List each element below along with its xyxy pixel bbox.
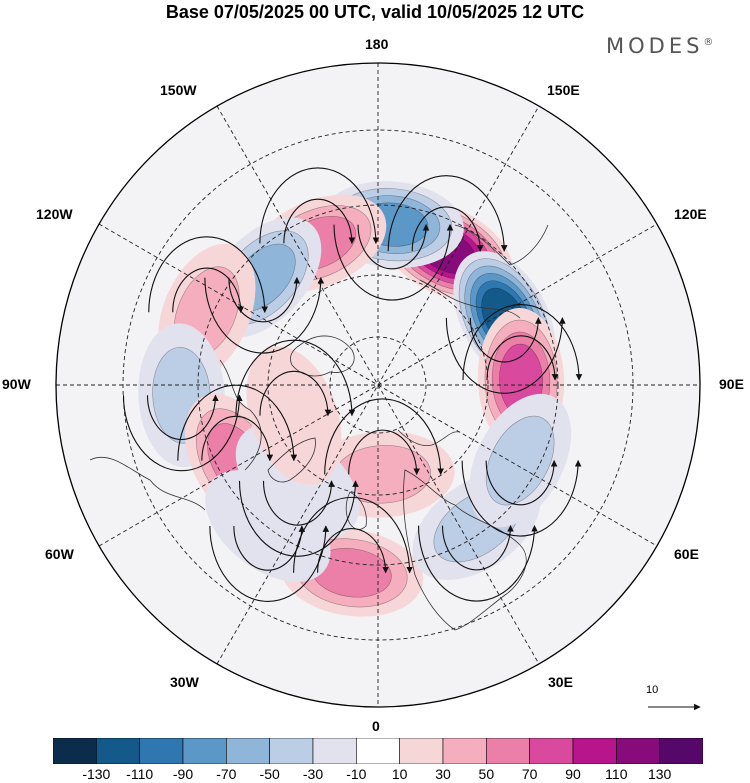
- registered-mark: ®: [703, 37, 714, 48]
- brand-name: MODES: [606, 34, 704, 58]
- colorbar-swatch: [226, 738, 270, 764]
- lon-label-120w: 120W: [36, 206, 73, 222]
- map-title: Base 07/05/2025 00 UTC, valid 10/05/2025…: [165, 2, 585, 22]
- colorbar-tick-label: -30: [302, 766, 324, 782]
- streamline: [445, 317, 566, 394]
- colorbar-tick-label: 30: [435, 766, 451, 782]
- lon-label-0: 0: [372, 718, 380, 734]
- map-boundary: [55, 62, 701, 708]
- streamline: [122, 394, 243, 472]
- streamline: [259, 167, 380, 245]
- streamline: [262, 480, 335, 526]
- streamline: [333, 223, 454, 301]
- streamline: [204, 276, 325, 354]
- streamline: [485, 459, 558, 506]
- anomaly-contour: [485, 415, 555, 506]
- colorbar-swatch: [572, 738, 617, 764]
- anomaly-contour: [246, 346, 342, 485]
- streamline: [411, 206, 484, 252]
- streamline: [259, 370, 332, 417]
- streamline: [209, 525, 330, 602]
- colorbar-swatch: [442, 738, 487, 764]
- colorbar-tick-label: 50: [478, 766, 495, 782]
- streamline: [283, 198, 356, 245]
- colorbar-swatch: [139, 738, 184, 764]
- colorbar-tick-label: -10: [346, 766, 367, 782]
- streamline: [317, 528, 389, 574]
- colorbar-swatch: [356, 738, 400, 764]
- lon-label-150e: 150E: [547, 82, 580, 98]
- colorbar-swatch: [659, 738, 703, 764]
- map-disc: [56, 63, 700, 707]
- colorbar: [53, 738, 703, 764]
- anomaly-center: [469, 393, 572, 528]
- colorbar-swatch: [53, 738, 97, 764]
- colorbar-tick-label: 130: [647, 766, 672, 782]
- colorbar-swatch: [616, 738, 660, 764]
- coastlines: [89, 224, 549, 631]
- colorbar-swatch: [182, 738, 227, 764]
- lon-label-30w: 30W: [170, 674, 199, 690]
- streamline: [357, 223, 430, 270]
- lon-label-60e: 60E: [674, 546, 699, 562]
- lon-label-90w: 90W: [2, 376, 31, 392]
- streamline: [228, 276, 301, 323]
- streamline: [486, 335, 559, 381]
- colorbar-swatch: [96, 738, 140, 764]
- colorbar-swatch: [269, 738, 314, 764]
- streamline: [146, 394, 219, 441]
- colorbar-tick-label: 10: [391, 766, 408, 782]
- reference-vector-label: 10: [646, 684, 659, 696]
- colorbar-swatch: [486, 738, 530, 764]
- streamline: [417, 525, 538, 602]
- streamline: [441, 525, 514, 571]
- anomaly-center: [246, 346, 342, 485]
- streamline: [201, 415, 274, 462]
- streamline: [348, 429, 420, 475]
- colorbar-tick-label: 70: [521, 766, 538, 782]
- colorbar-swatch: [399, 738, 444, 764]
- colorbar-swatch: [529, 738, 574, 764]
- streamline: [293, 496, 413, 574]
- modes-logo: MODES®: [606, 34, 713, 58]
- colorbar-tick-label: -110: [126, 766, 154, 782]
- streamline: [177, 384, 298, 462]
- streamline: [148, 236, 269, 313]
- lon-label-60w: 60W: [45, 546, 74, 562]
- streamline: [172, 267, 245, 313]
- anomaly-field: [138, 181, 572, 617]
- lon-label-90e: 90E: [719, 376, 744, 392]
- anomaly-contour: [205, 470, 331, 582]
- colorbar-tick-label: 90: [565, 766, 581, 782]
- lon-label-180: 180: [365, 36, 389, 52]
- colorbar-tick-label: 110: [605, 766, 628, 782]
- colorbar-tick-label: -50: [259, 766, 280, 782]
- colorbar-tick-label: -90: [172, 766, 194, 782]
- streamline: [387, 175, 508, 252]
- colorbar-swatch: [312, 738, 357, 764]
- streamline: [235, 339, 356, 417]
- colorbar-tick-label: -70: [216, 766, 237, 782]
- lon-label-150w: 150W: [160, 82, 197, 98]
- colorbar-tick-label: -130: [82, 766, 111, 782]
- streamline: [238, 480, 359, 557]
- streamlines: [122, 167, 583, 602]
- lon-label-120e: 120E: [674, 206, 707, 222]
- streamline: [462, 304, 583, 381]
- streamline: [324, 398, 444, 475]
- streamline: [461, 459, 582, 537]
- anomaly-center: [205, 470, 331, 582]
- lon-label-30e: 30E: [548, 674, 573, 690]
- streamline: [233, 525, 306, 571]
